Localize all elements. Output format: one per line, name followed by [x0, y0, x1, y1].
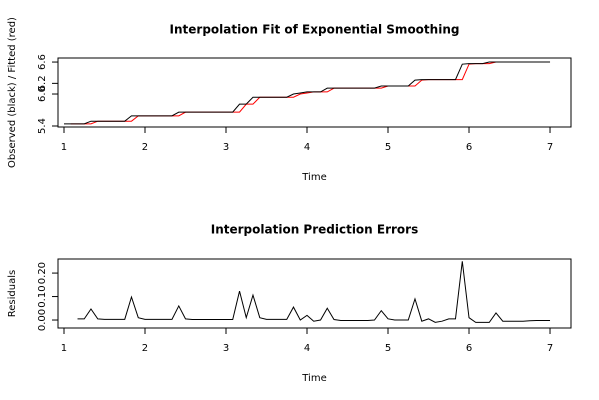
- y-tick-label: 6.0: [37, 86, 48, 102]
- x-tick-label: 7: [547, 142, 553, 153]
- x-tick-label: 4: [304, 343, 310, 354]
- data-line: [77, 261, 551, 323]
- x-tick-label: 6: [466, 343, 472, 354]
- x-axis-label: Time: [301, 172, 326, 183]
- x-tick-label: 3: [223, 142, 229, 153]
- x-tick-label: 2: [142, 343, 148, 354]
- data-line: [63, 61, 551, 125]
- y-tick-label: 6.2: [37, 75, 48, 91]
- x-tick-label: 6: [466, 142, 472, 153]
- data-line: [70, 61, 551, 125]
- y-tick-label: 0.10: [37, 285, 48, 307]
- y-tick-label: 0.20: [37, 262, 48, 284]
- x-axis-label: Time: [301, 373, 326, 384]
- x-tick-label: 7: [547, 343, 553, 354]
- x-tick-label: 1: [61, 142, 67, 153]
- x-tick-label: 5: [385, 343, 391, 354]
- x-tick-label: 3: [223, 343, 229, 354]
- y-tick-label: 5.4: [37, 118, 48, 134]
- plot-box: [57, 57, 572, 128]
- chart-title: Interpolation Prediction Errors: [211, 223, 418, 237]
- y-tick-label: 6.6: [37, 54, 48, 70]
- x-tick-label: 2: [142, 142, 148, 153]
- y-tick-label: 0.00: [37, 309, 48, 331]
- x-tick-label: 4: [304, 142, 310, 153]
- y-axis-label: Observed (black) / Fitted (red): [7, 17, 18, 168]
- x-tick-label: 5: [385, 142, 391, 153]
- plot-box: [57, 258, 572, 329]
- chart-title: Interpolation Fit of Exponential Smoothi…: [170, 23, 460, 37]
- x-tick-label: 1: [61, 343, 67, 354]
- y-axis-label: Residuals: [7, 270, 18, 317]
